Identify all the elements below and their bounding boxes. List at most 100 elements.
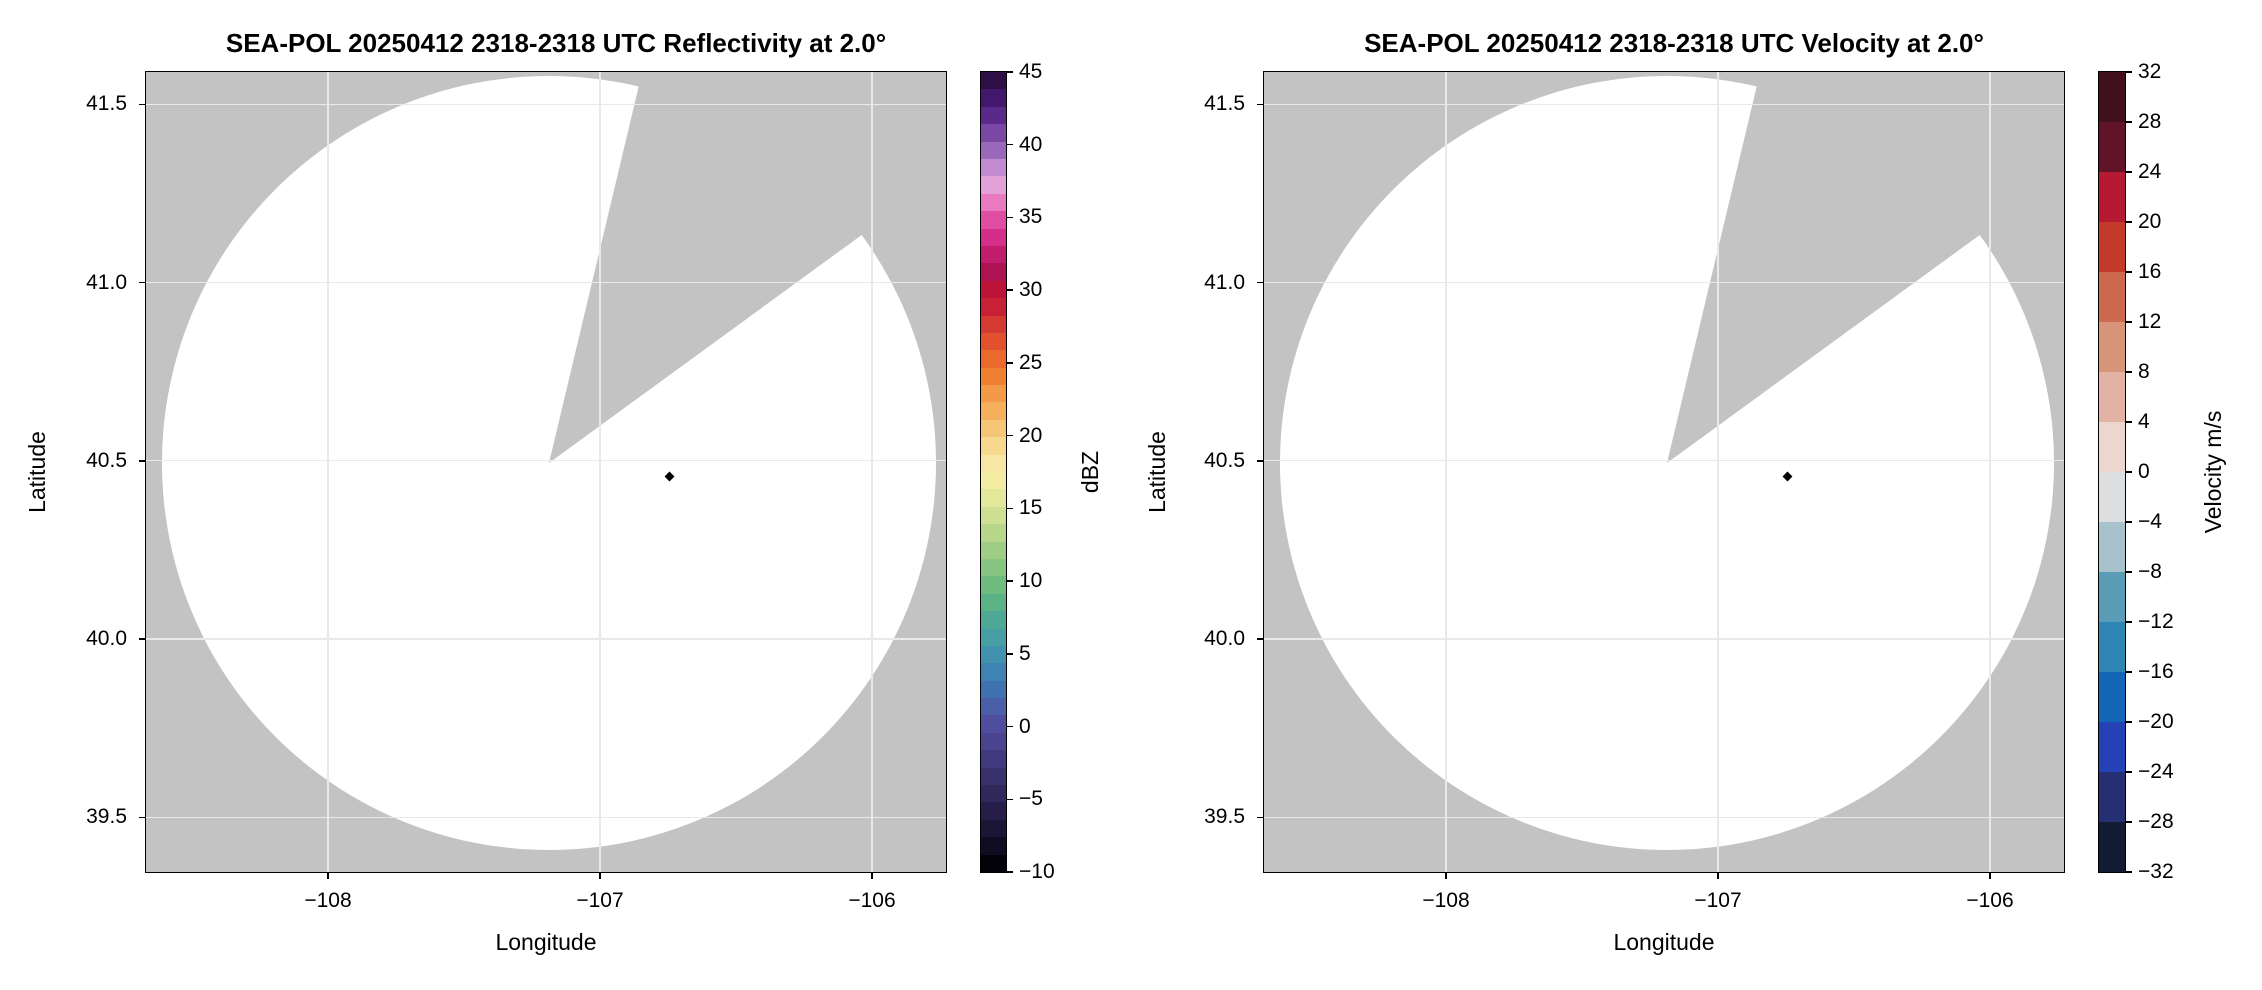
velocity-colorbar[interactable] xyxy=(2099,72,2125,872)
colorbar-band xyxy=(981,802,1006,820)
colorbar-band xyxy=(981,263,1006,281)
colorbar-band xyxy=(981,489,1006,507)
colorbar-band xyxy=(981,628,1006,646)
y-axis-tick-label: 41.0 xyxy=(1204,270,1245,294)
x-axis-tick-label: −107 xyxy=(1694,889,1742,912)
colorbar-band xyxy=(2099,572,2125,622)
colorbar-band xyxy=(981,141,1006,159)
y-axis-tick-label: 40.5 xyxy=(1204,448,1245,472)
colorbar-band xyxy=(981,524,1006,542)
colorbar-tick xyxy=(2125,121,2132,123)
x-axis-tick xyxy=(871,872,873,879)
panel-title: SEA-POL 20250412 2318-2318 UTC Reflectiv… xyxy=(225,28,887,58)
colorbar-tick xyxy=(2125,671,2132,673)
colorbar-tick-label: −20 xyxy=(2138,710,2174,733)
colorbar-band xyxy=(981,715,1006,733)
reflectivity-colorbar[interactable] xyxy=(981,72,1006,872)
y-axis-tick xyxy=(1257,460,1264,462)
colorbar-band xyxy=(981,193,1006,212)
colorbar-band xyxy=(2099,822,2125,872)
colorbar-band xyxy=(2099,122,2125,172)
gridline-horizontal xyxy=(146,460,946,462)
gridline-vertical xyxy=(871,72,873,872)
gridline-horizontal xyxy=(1264,460,2064,462)
gridline-horizontal xyxy=(146,816,946,818)
x-axis-label: Longitude xyxy=(1613,929,1715,955)
y-axis-tick xyxy=(139,460,146,462)
colorbar-band xyxy=(2099,672,2125,722)
colorbar-band xyxy=(981,645,1006,664)
colorbar-band xyxy=(981,593,1006,612)
gridline-horizontal xyxy=(1264,816,2064,818)
x-axis-tick xyxy=(1445,872,1447,879)
colorbar-band xyxy=(2099,472,2125,522)
colorbar-band xyxy=(981,437,1006,455)
colorbar-band xyxy=(981,558,1006,577)
colorbar-tick-label: −8 xyxy=(2138,560,2162,583)
y-axis-tick xyxy=(1257,103,1264,106)
x-axis-tick xyxy=(599,872,601,879)
colorbar-band xyxy=(981,541,1006,559)
x-axis-tick-label: −106 xyxy=(1966,889,2014,912)
colorbar-band xyxy=(981,785,1006,803)
gridline-vertical xyxy=(599,72,601,872)
axes-border xyxy=(145,71,947,873)
y-axis-tick xyxy=(1257,281,1264,284)
colorbar-tick-label: 28 xyxy=(2138,110,2162,133)
colorbar-band xyxy=(981,819,1006,838)
colorbar-band xyxy=(2099,772,2125,822)
colorbar-tick-label: 8 xyxy=(2138,360,2150,383)
colorbar-tick xyxy=(2125,221,2132,223)
colorbar-tick-label: 12 xyxy=(2138,310,2162,333)
y-axis-label: Latitude xyxy=(1144,431,1170,513)
colorbar-tick xyxy=(2125,371,2132,373)
map-gridlines xyxy=(1264,72,2064,872)
colorbar-tick xyxy=(2125,421,2132,423)
gridline-horizontal xyxy=(146,281,946,284)
gridline-horizontal xyxy=(1264,281,2064,284)
colorbar-tick-label: −28 xyxy=(2138,810,2174,833)
colorbar-band xyxy=(981,506,1006,525)
colorbar-band xyxy=(2099,222,2125,272)
colorbar-tick xyxy=(2125,571,2132,573)
colorbar-band xyxy=(981,245,1006,264)
y-axis-tick xyxy=(139,103,146,106)
gridline-horizontal xyxy=(1264,103,2064,105)
panel-title: SEA-POL 20250412 2318-2318 UTC Velocity … xyxy=(1364,28,1984,58)
colorbar-tick-label: 20 xyxy=(2138,210,2162,233)
gridline-horizontal xyxy=(146,103,946,105)
colorbar-tick-label: 16 xyxy=(2138,260,2162,283)
colorbar-tick-label: −32 xyxy=(2138,860,2174,883)
x-axis-tick-label: −108 xyxy=(304,889,352,912)
x-axis-tick-label: −108 xyxy=(1422,889,1470,912)
colorbar-tick-label: 0 xyxy=(2138,460,2150,483)
colorbar-band xyxy=(981,106,1006,125)
colorbar-band xyxy=(981,576,1006,594)
colorbar-border xyxy=(980,71,1007,873)
colorbar-tick xyxy=(2125,821,2132,823)
colorbar-band xyxy=(981,176,1006,194)
colorbar-label: Velocity m/s xyxy=(2200,410,2226,534)
colorbar-band xyxy=(981,298,1006,316)
colorbar-band xyxy=(981,663,1006,681)
colorbar-band xyxy=(981,211,1006,229)
colorbar-band xyxy=(981,419,1006,438)
velocity-map-axes[interactable] xyxy=(1264,72,2064,872)
colorbar-band xyxy=(2099,722,2125,772)
colorbar-band xyxy=(981,454,1006,473)
colorbar-band xyxy=(2099,522,2125,572)
colorbar-band xyxy=(981,367,1006,386)
colorbar-band xyxy=(2099,322,2125,372)
colorbar-tick xyxy=(2125,271,2132,273)
y-axis-tick xyxy=(1257,816,1264,819)
colorbar-band xyxy=(2099,372,2125,422)
colorbar-tick xyxy=(2125,171,2132,173)
y-axis-tick-label: 41.5 xyxy=(1204,92,1245,116)
y-axis-tick-label: 39.5 xyxy=(1204,805,1245,829)
reflectivity-map-axes[interactable] xyxy=(146,72,946,872)
colorbar-tick xyxy=(2125,321,2132,323)
x-axis-tick-label: −106 xyxy=(848,889,896,912)
colorbar-band xyxy=(2099,72,2125,122)
